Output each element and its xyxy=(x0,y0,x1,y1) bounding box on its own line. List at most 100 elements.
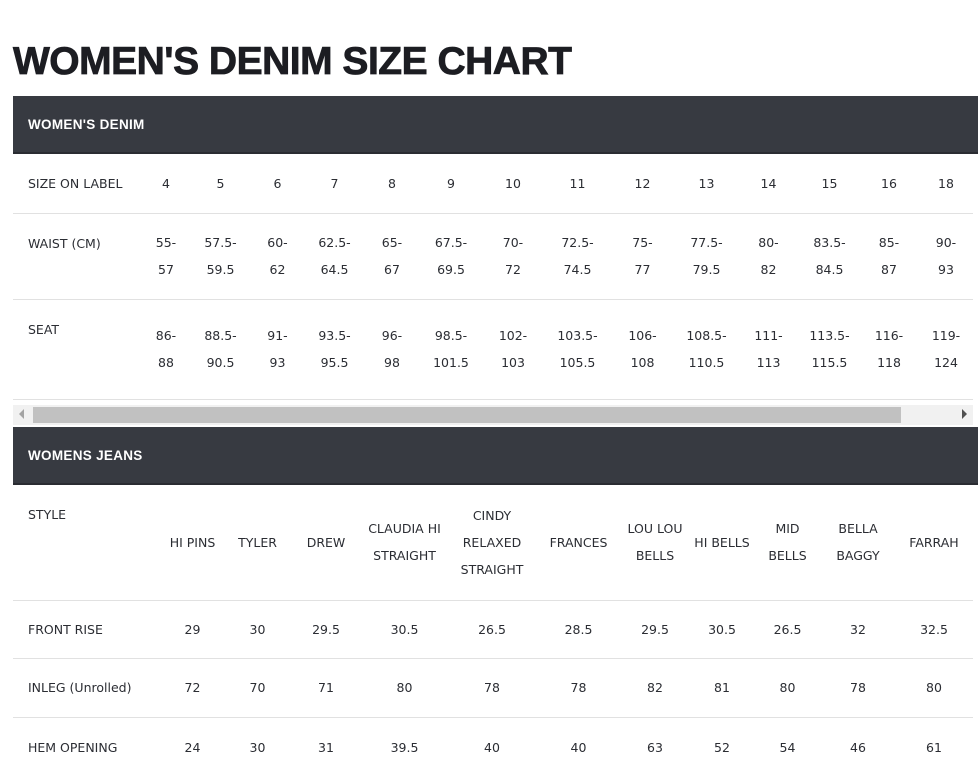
table-cell: 24 xyxy=(160,717,225,778)
table-cell: 98.5-101.5 xyxy=(421,299,481,400)
table-cell: 102-103 xyxy=(481,299,545,400)
row-label: FRONT RISE xyxy=(13,600,160,659)
table-cell: 86-88 xyxy=(140,299,192,400)
table-row: HEM OPENING 24 30 31 39.5 40 40 63 52 54 46 61 xyxy=(13,717,973,778)
table-cell: 26.5 xyxy=(447,600,537,659)
table-cell: BELLA BAGGY xyxy=(821,485,895,601)
table-cell: 70 xyxy=(225,658,290,718)
table-cell: 108.5-110.5 xyxy=(675,299,738,400)
cell-value: 106-108 xyxy=(628,328,657,370)
denim-size-table: SIZE ON LABEL 4 5 6 7 8 9 10 11 12 13 14 15 16 18 WAIST… xyxy=(13,154,973,400)
table-cell: 91-93 xyxy=(249,299,306,400)
table-cell: 29.5 xyxy=(290,600,362,659)
cell-value: 111-113 xyxy=(754,328,783,370)
table-cell: 60-62 xyxy=(249,213,306,300)
table-cell: 78 xyxy=(821,658,895,718)
horizontal-scrollbar[interactable] xyxy=(13,405,973,425)
table-row: FRONT RISE 29 30 29.5 30.5 26.5 28.5 29.5 30.5 26… xyxy=(13,600,973,659)
denim-table-scroll: SIZE ON LABEL 4 5 6 7 8 9 10 11 12 13 14 15 16 18 WAIST… xyxy=(13,154,973,404)
table-cell: 111-113 xyxy=(738,299,799,400)
table-cell: 8 xyxy=(363,154,421,214)
cell-value: 60-62 xyxy=(267,235,288,277)
cell-value: 96-98 xyxy=(381,328,403,370)
cell-value: 98.5-101.5 xyxy=(433,328,469,370)
table-cell: 31 xyxy=(290,717,362,778)
table-cell: 81 xyxy=(690,658,754,718)
table-cell: 77.5-79.5 xyxy=(675,213,738,300)
cell-value: 80-82 xyxy=(758,235,779,277)
table-cell: 46 xyxy=(821,717,895,778)
table-cell: 40 xyxy=(537,717,620,778)
cell-value: 65-67 xyxy=(381,235,403,277)
table-cell: 80 xyxy=(754,658,821,718)
table-cell: 63 xyxy=(620,717,690,778)
cell-value: 67.5-69.5 xyxy=(434,235,468,277)
table-cell: 78 xyxy=(447,658,537,718)
jeans-heading: WOMENS JEANS xyxy=(28,448,143,463)
table-cell: CINDY RELAXED STRAIGHT xyxy=(447,485,537,601)
cell-value: 75-77 xyxy=(632,235,653,277)
table-cell: 119-124 xyxy=(918,299,973,400)
cell-value: 93.5-95.5 xyxy=(318,328,351,370)
cell-value: 55-57 xyxy=(155,235,177,277)
cell-value: 91-93 xyxy=(267,328,288,370)
table-cell: 55-57 xyxy=(140,213,192,300)
table-cell: 7 xyxy=(306,154,363,214)
table-cell: 82 xyxy=(620,658,690,718)
table-row: SIZE ON LABEL 4 5 6 7 8 9 10 11 12 13 14 15 16 18 xyxy=(13,154,973,214)
table-cell: HI PINS xyxy=(160,485,225,601)
table-cell: 65-67 xyxy=(363,213,421,300)
table-cell: 13 xyxy=(675,154,738,214)
table-cell: LOU LOU BELLS xyxy=(620,485,690,601)
cell-value: 88.5-90.5 xyxy=(204,328,237,370)
table-cell: 14 xyxy=(738,154,799,214)
table-cell: 85-87 xyxy=(860,213,918,300)
table-cell: 9 xyxy=(421,154,481,214)
table-cell: 72 xyxy=(160,658,225,718)
cell-value: 83.5-84.5 xyxy=(813,235,846,277)
row-label: WAIST (CM) xyxy=(13,213,140,300)
cell-value: 70-72 xyxy=(502,235,524,277)
table-cell: 71 xyxy=(290,658,362,718)
table-cell: 29 xyxy=(160,600,225,659)
row-label: INLEG (Unrolled) xyxy=(13,658,160,718)
scroll-left-arrow-icon[interactable] xyxy=(19,409,24,419)
cell-value: 116-118 xyxy=(874,328,904,370)
table-cell: 11 xyxy=(545,154,610,214)
table-cell: 39.5 xyxy=(362,717,447,778)
table-cell: 80-82 xyxy=(738,213,799,300)
scrollbar-thumb[interactable] xyxy=(33,407,901,423)
table-cell: FARRAH xyxy=(895,485,973,601)
table-cell: 28.5 xyxy=(537,600,620,659)
cell-value: 119-124 xyxy=(931,328,961,370)
table-cell: 67.5-69.5 xyxy=(421,213,481,300)
row-label: SEAT xyxy=(13,299,140,400)
cell-value: 113.5-115.5 xyxy=(809,328,850,370)
table-row: WAIST (CM) 55-57 57.5-59.5 60-62 62.5-64.5 65… xyxy=(13,213,973,300)
cell-value: 90-93 xyxy=(935,235,957,277)
table-cell: 93.5-95.5 xyxy=(306,299,363,400)
table-cell: 106-108 xyxy=(610,299,675,400)
jeans-table-scroll: STYLE HI PINS TYLER DREW CLAUDIA HI STRAIGHT… xyxy=(13,485,973,778)
table-cell: TYLER xyxy=(225,485,290,601)
table-cell: 80 xyxy=(895,658,973,718)
table-cell: 32.5 xyxy=(895,600,973,659)
table-cell: FRANCES xyxy=(537,485,620,601)
table-cell: 80 xyxy=(362,658,447,718)
cell-value: 103.5-105.5 xyxy=(557,328,598,370)
table-cell: 12 xyxy=(610,154,675,214)
table-cell: CLAUDIA HI STRAIGHT xyxy=(362,485,447,601)
table-cell: 83.5-84.5 xyxy=(799,213,860,300)
scroll-right-arrow-icon[interactable] xyxy=(962,409,967,419)
denim-section-header: WOMEN'S DENIM xyxy=(13,96,978,154)
jeans-section-header: WOMENS JEANS xyxy=(13,427,978,485)
table-cell: 30.5 xyxy=(690,600,754,659)
cell-value: 85-87 xyxy=(878,235,900,277)
table-cell: 30 xyxy=(225,600,290,659)
table-cell: 116-118 xyxy=(860,299,918,400)
table-cell: HI BELLS xyxy=(690,485,754,601)
table-cell: 72.5-74.5 xyxy=(545,213,610,300)
table-cell: 78 xyxy=(537,658,620,718)
table-cell: 30.5 xyxy=(362,600,447,659)
table-cell: 26.5 xyxy=(754,600,821,659)
